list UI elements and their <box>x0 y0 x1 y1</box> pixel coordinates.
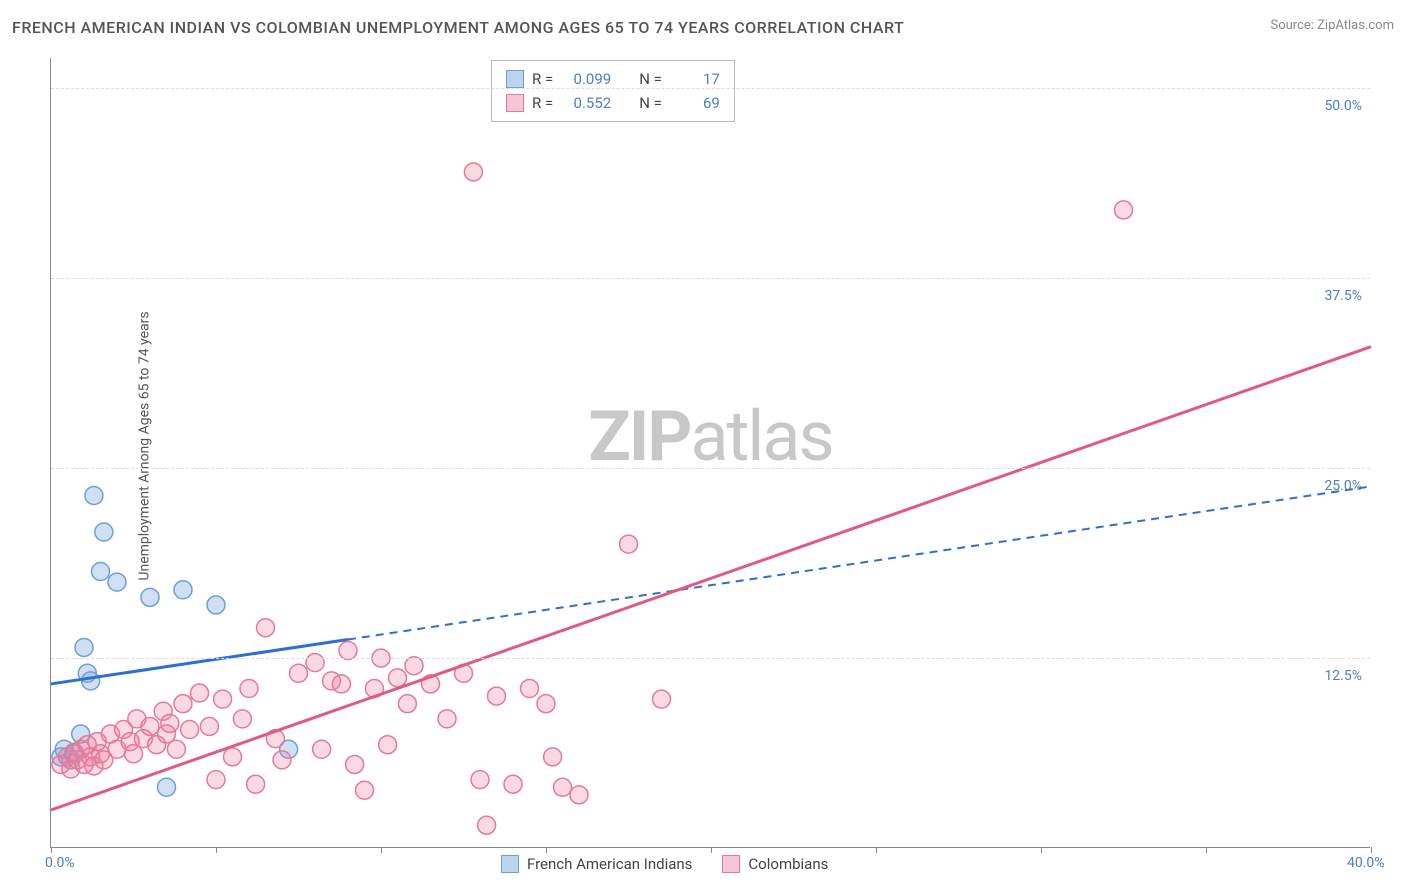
legend-label-2: Colombians <box>748 855 828 873</box>
swatch-series-1 <box>506 70 524 88</box>
plot-area: ZIPatlas R = 0.099 N = 17 R = 0.552 N = … <box>50 58 1370 848</box>
scatter-point <box>537 695 555 713</box>
correlation-chart: FRENCH AMERICAN INDIAN VS COLOMBIAN UNEM… <box>0 0 1406 892</box>
scatter-point <box>167 740 185 758</box>
scatter-point <box>161 714 179 732</box>
scatter-point <box>108 573 126 591</box>
scatter-point <box>92 563 110 581</box>
scatter-point <box>1115 201 1133 219</box>
scatter-point <box>339 642 357 660</box>
scatter-point <box>207 771 225 789</box>
swatch-series-2 <box>506 94 524 112</box>
trend-line-dashed <box>348 486 1371 639</box>
scatter-point <box>356 781 374 799</box>
scatter-point <box>570 786 588 804</box>
scatter-point <box>379 736 397 754</box>
scatter-point <box>488 687 506 705</box>
scatter-point <box>85 487 103 505</box>
source-attribution: Source: ZipAtlas.com <box>1270 18 1394 33</box>
scatter-point <box>240 679 258 697</box>
scatter-point <box>544 748 562 766</box>
scatter-point <box>257 619 275 637</box>
scatter-point <box>306 654 324 672</box>
scatter-point <box>174 581 192 599</box>
x-tick-label: 40.0% <box>1347 855 1385 871</box>
y-tick-label: 12.5% <box>1324 668 1362 684</box>
scatter-point <box>224 748 242 766</box>
scatter-point <box>471 771 489 789</box>
stats-row-series-2: R = 0.552 N = 69 <box>506 91 720 115</box>
scatter-point <box>75 638 93 656</box>
scatter-point <box>313 740 331 758</box>
scatter-point <box>95 523 113 541</box>
trend-line <box>51 347 1371 810</box>
scatter-point <box>207 596 225 614</box>
legend-swatch-2 <box>722 855 740 873</box>
scatter-point <box>273 751 291 769</box>
y-tick-label: 37.5% <box>1324 288 1362 304</box>
scatter-point <box>200 717 218 735</box>
scatter-point <box>405 657 423 675</box>
scatter-point <box>141 588 159 606</box>
chart-title: FRENCH AMERICAN INDIAN VS COLOMBIAN UNEM… <box>12 18 904 37</box>
r-value-2: 0.552 <box>561 91 611 115</box>
scatter-point <box>464 163 482 181</box>
scatter-point <box>332 675 350 693</box>
legend-item-1: French American Indians <box>501 855 692 873</box>
scatter-point <box>158 778 176 796</box>
scatter-point <box>247 775 265 793</box>
scatter-point <box>398 695 416 713</box>
legend-item-2: Colombians <box>722 855 828 873</box>
scatter-point <box>389 669 407 687</box>
stats-legend-box: R = 0.099 N = 17 R = 0.552 N = 69 <box>491 60 735 122</box>
scatter-point <box>504 775 522 793</box>
scatter-point <box>174 695 192 713</box>
scatter-point <box>181 721 199 739</box>
scatter-point <box>554 778 572 796</box>
scatter-point <box>620 535 638 553</box>
scatter-point <box>438 710 456 728</box>
scatter-point <box>141 717 159 735</box>
scatter-point <box>82 672 100 690</box>
scatter-point <box>653 690 671 708</box>
scatter-point <box>233 710 251 728</box>
x-tick-label: 0.0% <box>45 855 75 871</box>
scatter-point <box>290 664 308 682</box>
n-value-2: 69 <box>670 91 720 115</box>
scatter-point <box>521 679 539 697</box>
scatter-svg <box>51 58 1370 847</box>
scatter-point <box>346 755 364 773</box>
scatter-point <box>214 690 232 708</box>
bottom-legend: French American Indians Colombians <box>501 855 828 873</box>
scatter-point <box>478 816 496 834</box>
scatter-point <box>191 684 209 702</box>
legend-swatch-1 <box>501 855 519 873</box>
legend-label-1: French American Indians <box>527 855 692 873</box>
y-tick-label: 50.0% <box>1324 98 1362 114</box>
y-tick-label: 25.0% <box>1324 478 1362 494</box>
